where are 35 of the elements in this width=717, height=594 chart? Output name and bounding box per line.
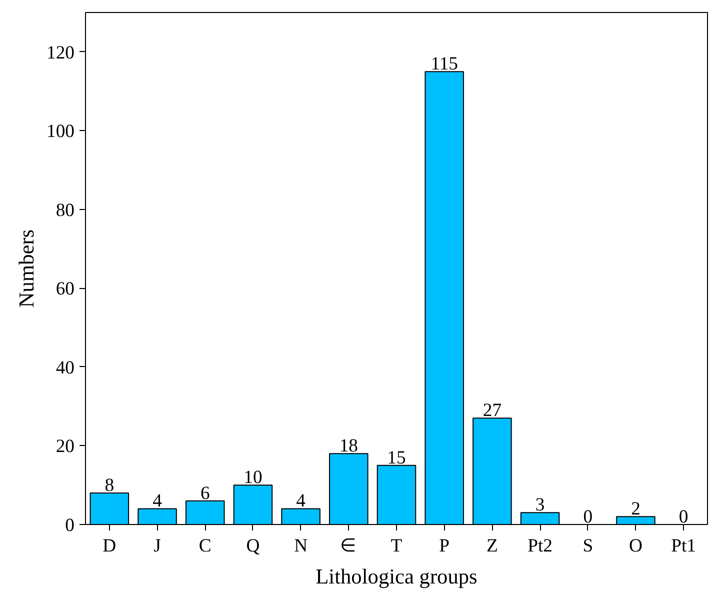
y-tick-label: 100 bbox=[46, 121, 74, 142]
x-tick-label: Q bbox=[246, 536, 260, 556]
x-axis-title: Lithologica groups bbox=[316, 564, 478, 588]
data-label: 10 bbox=[244, 467, 262, 488]
x-tick-label: P bbox=[439, 536, 450, 556]
data-label: 115 bbox=[430, 54, 458, 75]
data-label: 4 bbox=[152, 490, 163, 512]
x-tick-label: Pt2 bbox=[528, 536, 552, 556]
x-tick-label: N bbox=[294, 536, 308, 556]
data-label: 18 bbox=[339, 436, 358, 457]
y-axis-title: Numbers bbox=[14, 229, 39, 308]
y-tick-label: 40 bbox=[56, 357, 74, 378]
data-label: 3 bbox=[535, 494, 545, 516]
data-label: 27 bbox=[482, 400, 502, 422]
data-label: 0 bbox=[678, 506, 688, 528]
x-tick-label: C bbox=[198, 536, 212, 556]
x-tick-label: Pt1 bbox=[671, 536, 696, 556]
data-label: 0 bbox=[583, 506, 593, 528]
data-label: 6 bbox=[200, 482, 210, 504]
y-tick-label: 0 bbox=[65, 515, 74, 536]
data-label: 4 bbox=[296, 490, 306, 512]
x-tick-label: O bbox=[628, 536, 642, 556]
data-label: 2 bbox=[631, 498, 640, 520]
y-tick-label: 60 bbox=[56, 278, 74, 300]
data-label: 8 bbox=[104, 474, 114, 496]
x-tick-label: S bbox=[582, 536, 594, 556]
y-tick-label: 80 bbox=[56, 200, 74, 221]
x-tick-label: T bbox=[390, 536, 403, 556]
x-tick-label: Z bbox=[486, 536, 498, 556]
y-tick-label: 20 bbox=[56, 436, 74, 458]
x-tick-label: ∈ bbox=[340, 536, 358, 556]
x-tick-label: J bbox=[154, 536, 161, 556]
data-label: 15 bbox=[387, 447, 406, 468]
y-tick-label: 120 bbox=[46, 42, 74, 64]
x-tick-label: D bbox=[102, 536, 116, 556]
